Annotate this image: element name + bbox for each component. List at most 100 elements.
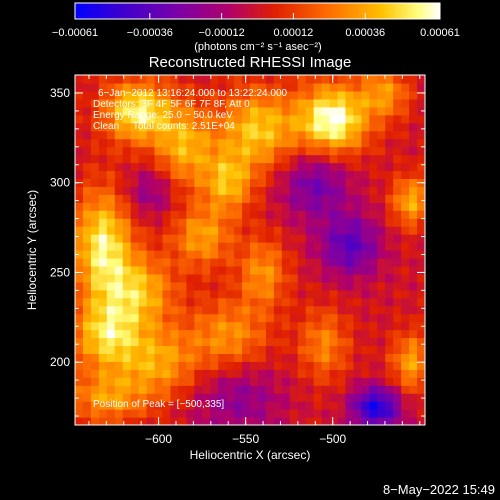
heatmap-cell — [114, 226, 124, 235]
heatmap-cell — [170, 281, 179, 291]
heatmap-cell — [353, 289, 362, 299]
heatmap-cell — [289, 353, 299, 362]
heatmap-cell — [98, 202, 108, 211]
heatmap-cell — [154, 369, 164, 378]
heatmap-cell — [146, 210, 156, 219]
heatmap-cell — [90, 305, 100, 315]
heatmap-cell — [114, 114, 124, 124]
heatmap-cell — [146, 281, 156, 291]
heatmap-cell — [154, 273, 164, 283]
heatmap-cell — [130, 98, 140, 108]
heatmap-cell — [162, 234, 172, 243]
heatmap-cell — [305, 154, 315, 164]
heatmap-cell — [98, 297, 108, 307]
heatmap-cell — [234, 417, 243, 425]
heatmap-cell — [297, 210, 307, 219]
heatmap-cell — [234, 226, 243, 235]
heatmap-cell — [75, 170, 84, 179]
heatmap-cell — [297, 75, 307, 84]
heatmap-cell — [170, 146, 179, 156]
heatmap-cell — [90, 369, 100, 378]
heatmap-cell — [234, 106, 243, 116]
heatmap-cell — [353, 114, 362, 124]
heatmap-cell — [146, 250, 156, 259]
heatmap-cell — [154, 361, 164, 370]
heatmap-cell — [130, 226, 140, 235]
heatmap-cell — [170, 345, 179, 354]
heatmap-cell — [90, 393, 100, 402]
heatmap-cell — [194, 393, 203, 402]
heatmap-cell — [75, 257, 84, 267]
heatmap-cell — [234, 273, 243, 283]
heatmap-cell — [289, 154, 299, 164]
heatmap-cell — [226, 75, 235, 84]
heatmap-cell — [130, 313, 140, 323]
heatmap-cell — [98, 75, 108, 84]
heatmap-cell — [361, 257, 370, 267]
heatmap-cell — [218, 178, 227, 187]
heatmap-cell — [345, 345, 354, 354]
heatmap-cell — [289, 146, 299, 156]
heatmap-cell — [170, 234, 179, 243]
heatmap-cell — [186, 345, 195, 354]
heatmap-cell — [162, 289, 172, 299]
heatmap-cell — [265, 257, 275, 267]
heatmap-cell — [321, 337, 331, 347]
heatmap-cell — [82, 393, 92, 402]
heatmap-cell — [385, 162, 394, 172]
heatmap-cell — [138, 122, 148, 132]
heatmap-cell — [281, 353, 291, 362]
heatmap-cell — [178, 130, 187, 140]
heatmap-cell — [250, 226, 259, 235]
heatmap-cell — [98, 401, 108, 410]
heatmap-cell — [186, 186, 195, 195]
heatmap-cell — [417, 210, 425, 219]
heatmap-cell — [106, 194, 116, 203]
heatmap-cell — [369, 281, 378, 291]
heatmap-cell — [297, 146, 307, 156]
heatmap-cell — [194, 242, 203, 251]
heatmap-cell — [138, 202, 148, 211]
heatmap-cell — [114, 361, 124, 370]
heatmap-cell — [297, 401, 307, 410]
heatmap-cell — [409, 393, 418, 402]
heatmap-cell — [178, 210, 187, 219]
heatmap-cell — [130, 82, 140, 92]
heatmap-cell — [194, 106, 203, 116]
heatmap-cell — [242, 401, 251, 410]
heatmap-cell — [401, 98, 410, 108]
heatmap-cell — [377, 106, 386, 116]
heatmap-cell — [146, 393, 156, 402]
heatmap-cell — [186, 178, 195, 187]
heatmap-cell — [329, 75, 339, 84]
heatmap-cell — [154, 337, 164, 347]
heatmap-cell — [417, 122, 425, 132]
heatmap-cell — [122, 242, 132, 251]
heatmap-cell — [265, 170, 275, 179]
heatmap-cell — [162, 138, 172, 148]
heatmap-cell — [146, 409, 156, 418]
heatmap-cell — [305, 75, 315, 84]
heatmap-cell — [106, 234, 116, 243]
heatmap-cell — [202, 138, 211, 148]
heatmap-cell — [417, 369, 425, 378]
heatmap-cell — [154, 226, 164, 235]
heatmap-cell — [329, 154, 339, 164]
heatmap-cell — [297, 329, 307, 339]
heatmap-cell — [289, 281, 299, 291]
heatmap-cell — [178, 417, 187, 425]
heatmap-cell — [154, 194, 164, 203]
heatmap-cell — [162, 369, 172, 378]
heatmap-cell — [170, 242, 179, 251]
heatmap-cell — [186, 273, 195, 283]
heatmap-cell — [313, 122, 323, 132]
heatmap-cell — [337, 178, 347, 187]
heatmap-cell — [98, 186, 108, 195]
heatmap-cell — [178, 106, 187, 116]
heatmap-cell — [250, 178, 259, 187]
heatmap-cell — [218, 202, 227, 211]
heatmap-cell — [393, 186, 402, 195]
heatmap-cell — [289, 257, 299, 267]
heatmap-cell — [98, 361, 108, 370]
heatmap-cell — [393, 122, 402, 132]
